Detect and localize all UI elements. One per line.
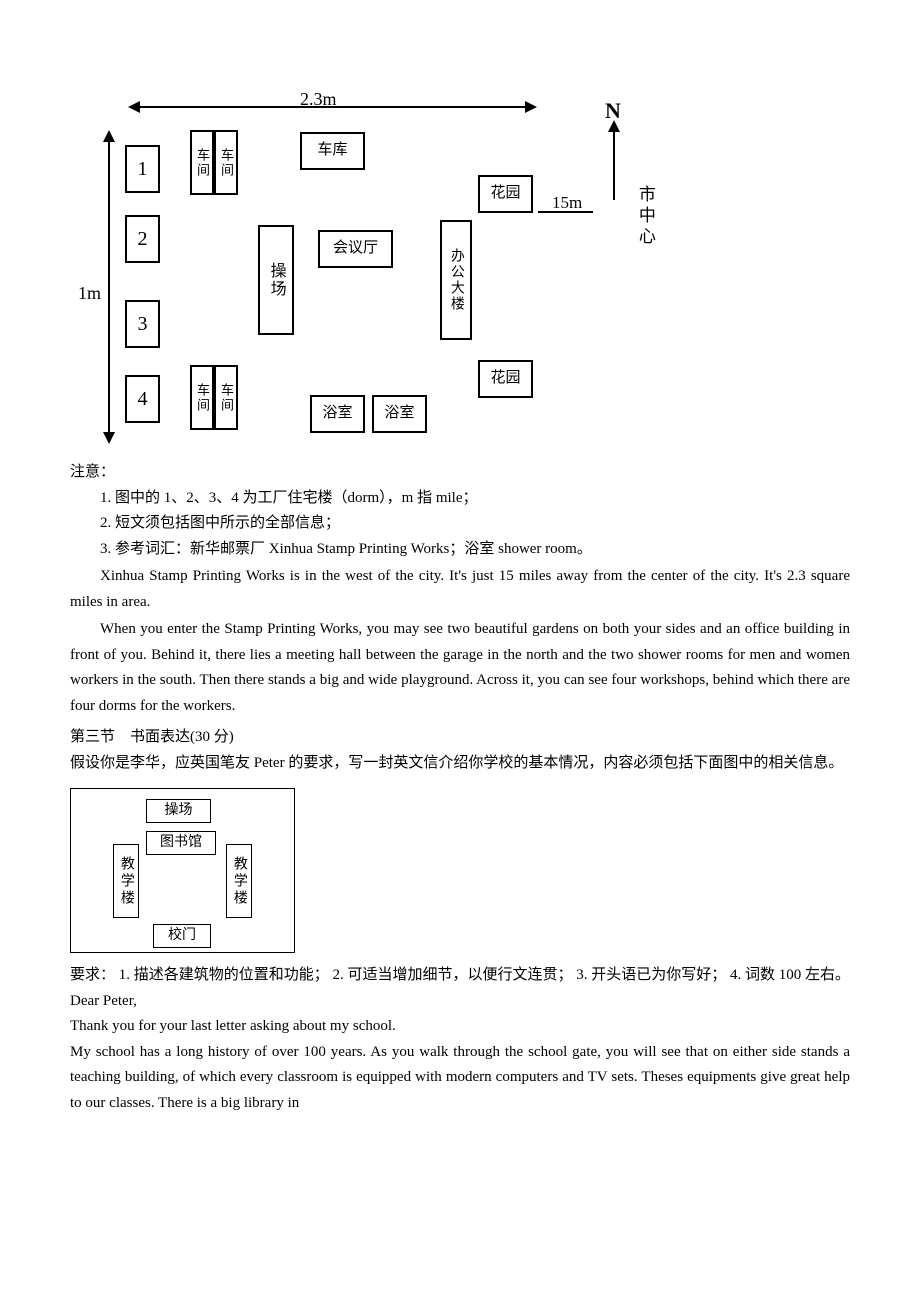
requirements: 要求： 1. 描述各建筑物的位置和功能； 2. 可适当增加细节，以便行文连贯； … bbox=[70, 963, 850, 989]
school-gate-box: 校门 bbox=[153, 924, 211, 948]
section-3-title: 第三节 书面表达(30 分) bbox=[70, 725, 850, 751]
paragraph-1: Xinhua Stamp Printing Works is in the we… bbox=[70, 564, 850, 615]
arrow-head bbox=[525, 101, 537, 113]
teaching-building-r: 教学楼 bbox=[226, 844, 252, 918]
letter-line-2: My school has a long history of over 100… bbox=[70, 1040, 850, 1117]
garage: 车库 bbox=[300, 132, 365, 170]
workshop-bot-l: 车间 bbox=[190, 365, 214, 430]
notes-item-1: 1. 图中的 1、2、3、4 为工厂住宅楼（dorm），m 指 mile； bbox=[70, 486, 850, 512]
notes-title: 注意： bbox=[70, 460, 850, 486]
letter-greeting: Dear Peter, bbox=[70, 989, 850, 1015]
letter-line-1: Thank you for your last letter asking ab… bbox=[70, 1014, 850, 1040]
dim-height-label: 1m bbox=[78, 278, 101, 309]
workshop-top-l: 车间 bbox=[190, 130, 214, 195]
arrow-head bbox=[608, 120, 620, 132]
paragraph-2: When you enter the Stamp Printing Works,… bbox=[70, 617, 850, 719]
workshop-top-r: 车间 bbox=[214, 130, 238, 195]
shower-1: 浴室 bbox=[310, 395, 365, 433]
playground: 操场 bbox=[258, 225, 294, 335]
writing-intro: 假设你是李华，应英国笔友 Peter 的要求，写一封英文信介绍你学校的基本情况，… bbox=[70, 751, 850, 777]
teaching-building-l: 教学楼 bbox=[113, 844, 139, 918]
school-playground: 操场 bbox=[146, 799, 211, 823]
school-diagram: 操场 图书馆 教学楼 教学楼 校门 bbox=[70, 788, 295, 953]
dorm-1: 1 bbox=[125, 145, 160, 193]
notes-section: 注意： 1. 图中的 1、2、3、4 为工厂住宅楼（dorm），m 指 mile… bbox=[70, 460, 850, 562]
shower-2: 浴室 bbox=[372, 395, 427, 433]
dorm-4: 4 bbox=[125, 375, 160, 423]
notes-item-2: 2. 短文须包括图中所示的全部信息； bbox=[70, 511, 850, 537]
distance-label: 15m bbox=[552, 189, 582, 218]
arrow-head bbox=[103, 130, 115, 142]
city-center-label: 市中心 bbox=[630, 185, 659, 248]
garden-1: 花园 bbox=[478, 175, 533, 213]
dim-width-label: 2.3m bbox=[300, 84, 337, 115]
notes-item-3: 3. 参考词汇：新华邮票厂 Xinhua Stamp Printing Work… bbox=[70, 537, 850, 563]
north-arrow-line bbox=[613, 130, 615, 200]
school-library: 图书馆 bbox=[146, 831, 216, 855]
meeting-hall: 会议厅 bbox=[318, 230, 393, 268]
arrow-head bbox=[103, 432, 115, 444]
factory-diagram: 2.3m 1m N 15m 市中心 1 2 3 4 车间 车间 车间 车间 车库… bbox=[100, 90, 655, 450]
distance-line bbox=[538, 211, 593, 213]
dorm-3: 3 bbox=[125, 300, 160, 348]
garden-2: 花园 bbox=[478, 360, 533, 398]
dorm-2: 2 bbox=[125, 215, 160, 263]
arrow-head bbox=[128, 101, 140, 113]
workshop-bot-r: 车间 bbox=[214, 365, 238, 430]
office-building: 办公大楼 bbox=[440, 220, 472, 340]
dim-line-left bbox=[108, 138, 110, 436]
